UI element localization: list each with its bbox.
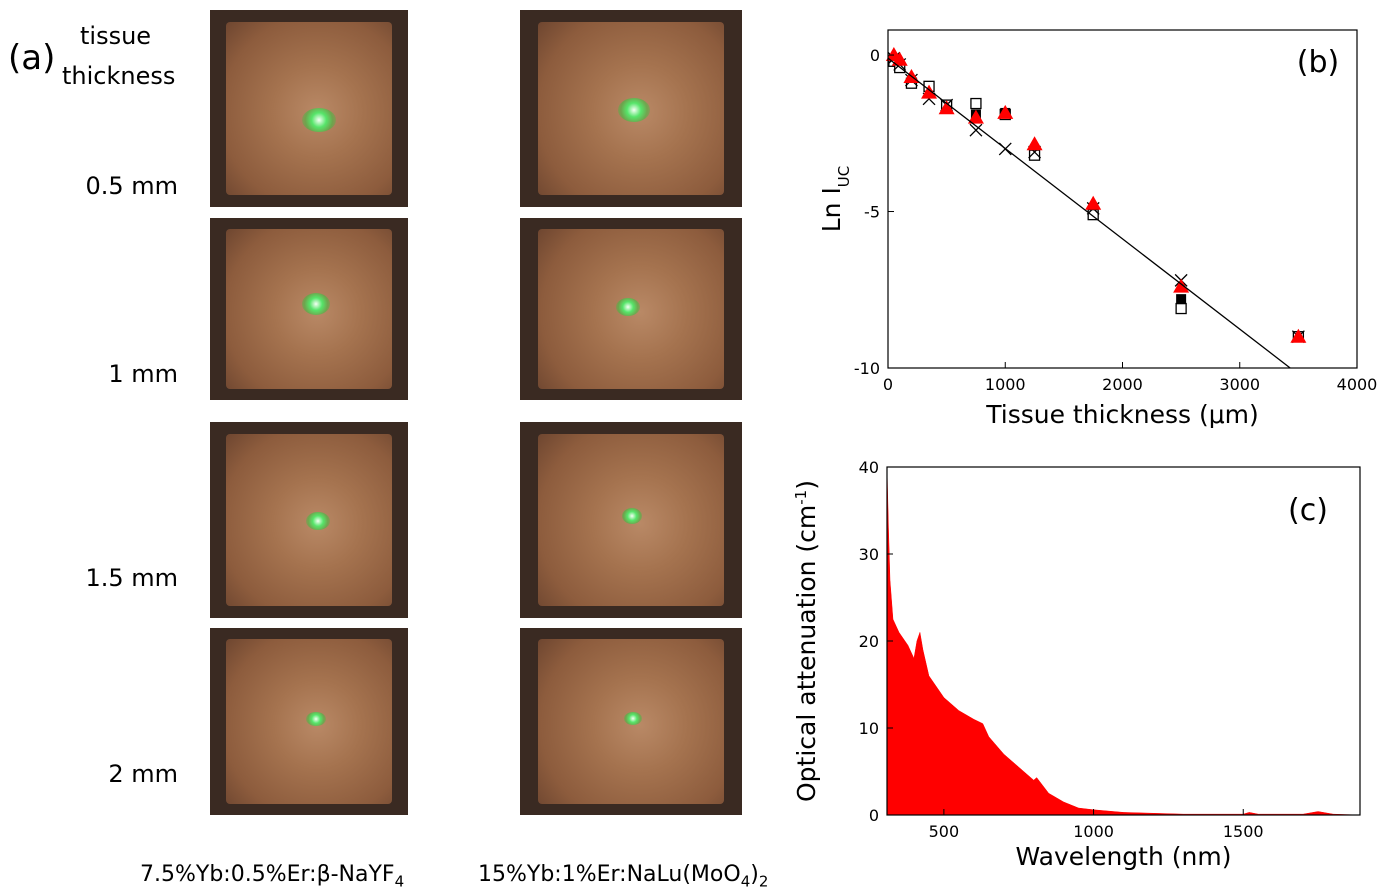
y-axis-label-text: Optical attenuation (cm	[792, 505, 821, 802]
marker	[1173, 278, 1190, 293]
marker	[891, 51, 908, 66]
row-label: 2 mm	[108, 760, 178, 788]
marker	[1290, 328, 1307, 343]
x-tick-label: 1000	[1073, 822, 1114, 841]
y-tick-label: 10	[859, 719, 879, 738]
panel-label: (b)	[1297, 45, 1339, 80]
marker	[1176, 294, 1187, 305]
panel-label: (a)	[8, 38, 56, 78]
marker	[1085, 195, 1102, 210]
x-tick-label: 4000	[1337, 375, 1378, 394]
fit-line	[887, 57, 1291, 369]
caption-text: )	[750, 862, 759, 887]
y-axis-label-text: Ln I	[817, 187, 846, 232]
marker	[921, 84, 938, 99]
photo	[520, 628, 742, 815]
row-label: 1.5 mm	[85, 564, 178, 592]
x-tick-label: 2000	[1102, 375, 1143, 394]
x-axis-label: Tissue thickness (μm)	[985, 400, 1258, 429]
x-tick-label: 1000	[985, 375, 1026, 394]
area	[886, 466, 1361, 816]
caption-subscript: 4	[394, 872, 405, 891]
marker	[969, 123, 983, 137]
y-tick-label: 20	[859, 632, 879, 651]
caption-subscript: 4	[740, 872, 751, 891]
y-axis-label-script: -1	[792, 490, 810, 505]
plot-frame	[887, 29, 1358, 369]
photo	[520, 218, 742, 400]
caption-text: 15%Yb:1%Er:NaLu(MoO	[478, 862, 741, 887]
x-tick-label: 1500	[1223, 822, 1264, 841]
x-tick-label: 3000	[1219, 375, 1260, 394]
y-tick-label: -5	[864, 203, 880, 222]
column-caption: 7.5%Yb:0.5%Er:β-NaYF4	[140, 862, 404, 890]
y-axis-label: Ln IUC	[817, 166, 853, 233]
header: tissue	[80, 22, 152, 50]
photo	[520, 10, 742, 207]
photo	[520, 422, 742, 618]
header: thickness	[62, 62, 176, 90]
marker	[997, 104, 1014, 119]
marker	[1175, 302, 1187, 315]
x-axis-label: Wavelength (nm)	[1016, 842, 1232, 871]
column-caption: 15%Yb:1%Er:NaLu(MoO4)2	[478, 862, 768, 890]
x-tick-label: 0	[883, 375, 893, 394]
y-tick-label: 0	[870, 46, 880, 65]
y-axis-label-text: )	[792, 480, 821, 490]
marker	[970, 97, 982, 110]
x-tick-label: 500	[929, 822, 960, 841]
y-axis-label-script: UC	[835, 166, 853, 187]
photo	[210, 422, 408, 618]
photo	[210, 218, 408, 400]
y-tick-label: -10	[854, 359, 880, 378]
row-label: 1 mm	[108, 360, 178, 388]
panel-label: (c)	[1288, 493, 1328, 528]
photo	[210, 10, 408, 207]
y-axis-label: Optical attenuation (cm-1)	[792, 480, 821, 802]
caption-subscript: 2	[758, 872, 769, 891]
marker	[938, 100, 955, 115]
marker	[1026, 136, 1043, 151]
marker	[967, 109, 984, 124]
y-tick-label: 30	[859, 545, 879, 564]
row-label: 0.5 mm	[85, 172, 178, 200]
y-tick-label: 0	[869, 806, 879, 825]
y-tick-label: 40	[859, 458, 879, 477]
caption-text: 7.5%Yb:0.5%Er:β-NaYF	[140, 862, 395, 887]
photo	[210, 628, 408, 815]
